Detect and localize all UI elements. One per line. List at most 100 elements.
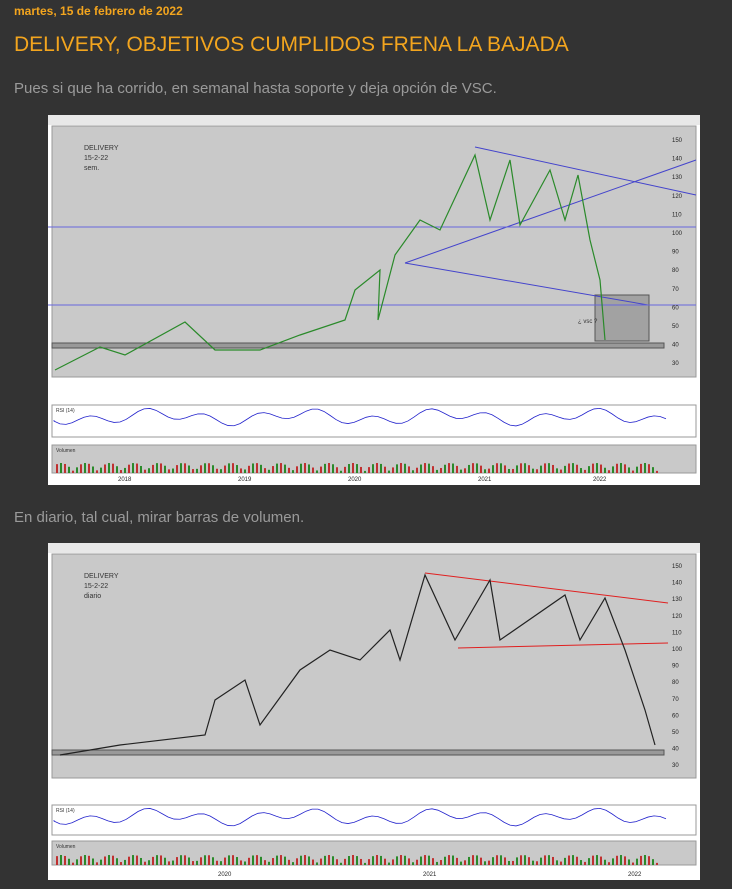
volume-bar (112, 463, 114, 473)
volume-bar (216, 860, 218, 865)
time-label: 2018 (118, 477, 132, 483)
volume-bar (92, 466, 94, 473)
price-label: 120 (672, 614, 683, 620)
volume-bar (588, 466, 590, 473)
volume-bar (148, 468, 150, 473)
volume-bar (636, 858, 638, 865)
volume-bar (220, 469, 222, 473)
volume-bar (312, 467, 314, 473)
volume-bar (256, 855, 258, 865)
volume-bar (368, 467, 370, 473)
annotation: sem. (84, 165, 99, 172)
price-label: 70 (672, 287, 679, 293)
volume-bar (240, 860, 242, 865)
volume-bar (504, 465, 506, 473)
volume-bar (120, 470, 122, 473)
volume-bar (496, 855, 498, 865)
volume-bar (60, 463, 62, 473)
volume-bar (212, 465, 214, 473)
volume-bar (420, 856, 422, 865)
volume-bar (412, 470, 414, 473)
price-label: 150 (672, 138, 683, 144)
price-panel (51, 553, 697, 779)
volume-bar (124, 859, 126, 865)
volume-bar (528, 857, 530, 865)
volume-bar (272, 858, 274, 865)
price-label: 40 (672, 343, 679, 349)
volume-bar (336, 467, 338, 473)
volume-bar (580, 860, 582, 865)
volume-bar (484, 469, 486, 473)
volume-bar (412, 862, 414, 865)
volume-bar (360, 466, 362, 473)
volume-bar (80, 856, 82, 865)
volume-bar (600, 856, 602, 865)
volume-bar (328, 855, 330, 865)
volume-bar (336, 859, 338, 865)
price-label: 60 (672, 305, 679, 311)
volume-bar (400, 855, 402, 865)
volume-bar (188, 465, 190, 473)
volume-bar (492, 465, 494, 473)
volume-bar (460, 861, 462, 865)
volume-bar (464, 860, 466, 865)
volume-bar (252, 463, 254, 473)
panel-label: Volumen (56, 448, 76, 454)
volume-bar (384, 858, 386, 865)
volume-bar (576, 856, 578, 865)
volume-bar (304, 855, 306, 865)
volume-bar (164, 857, 166, 865)
volume-bar (616, 855, 618, 865)
volume-bar (368, 859, 370, 865)
rsi-line (53, 407, 667, 427)
volume-bar (392, 467, 394, 473)
volume-bar (364, 470, 366, 473)
volume-bar (424, 463, 426, 473)
volume-bar (480, 857, 482, 865)
price-label: 90 (672, 250, 679, 256)
time-label: 2021 (478, 477, 492, 483)
volume-bar (280, 855, 282, 865)
volume-bar (592, 855, 594, 865)
indicator-panel (51, 404, 697, 438)
volume-bar (540, 857, 542, 865)
volume-bar (348, 856, 350, 865)
volume-bar (180, 463, 182, 473)
volume-bar (344, 858, 346, 865)
volume-bar (452, 463, 454, 473)
volume-bar (620, 855, 622, 865)
volume-bar (516, 857, 518, 865)
volume-bar (76, 467, 78, 473)
trend-line (424, 572, 669, 604)
volume-bar (352, 463, 354, 473)
volume-bar (264, 860, 266, 865)
price-label: 50 (672, 324, 679, 330)
volume-bar (600, 464, 602, 473)
volume-bar (544, 855, 546, 865)
volume-bar (260, 856, 262, 865)
rsi-line (53, 807, 667, 827)
volume-bar (176, 465, 178, 473)
volume-bar (296, 858, 298, 865)
volume-bar (84, 463, 86, 473)
volume-bar (116, 858, 118, 865)
volume-bar (276, 855, 278, 865)
price-label: 140 (672, 157, 683, 163)
trend-line (404, 159, 697, 264)
volume-bar (444, 464, 446, 473)
volume-bar (364, 862, 366, 865)
volume-bar (96, 470, 98, 473)
volume-bar (564, 857, 566, 865)
volume-bar (456, 465, 458, 473)
volume-bar (580, 468, 582, 473)
volume-bar (616, 463, 618, 473)
volume-bar (224, 465, 226, 473)
price-label: 120 (672, 194, 683, 200)
volume-bar (396, 464, 398, 473)
volume-bar (276, 463, 278, 473)
volume-bar (572, 463, 574, 473)
volume-bar (384, 466, 386, 473)
volume-bar (268, 469, 270, 473)
volume-bar (308, 856, 310, 865)
volume-bar (176, 857, 178, 865)
